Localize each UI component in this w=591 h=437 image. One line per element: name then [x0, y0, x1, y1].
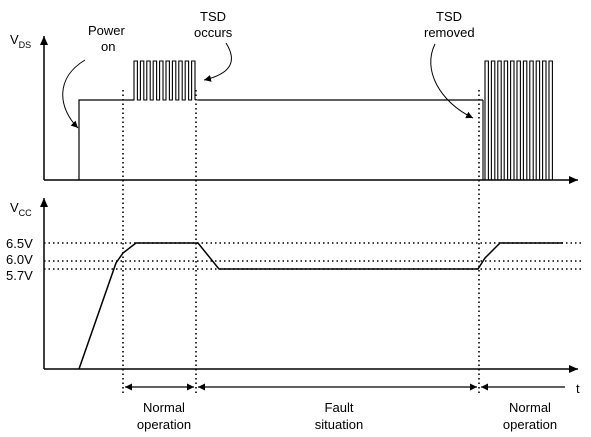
pulse-path	[133, 60, 196, 101]
tsd-occurs-label-line2: occurs	[194, 25, 233, 40]
pulse-path	[484, 60, 553, 181]
power-on-label-line1: Power	[88, 23, 126, 38]
vcc-plot: VCC 6.5V 6.0V 5.7V	[6, 198, 581, 373]
vcc-waveform	[78, 242, 563, 370]
voltage-label-5-7v: 5.7V	[6, 268, 33, 283]
tsd-removed-label-line2: removed	[424, 25, 475, 40]
tsd-removed-arrow	[430, 43, 474, 119]
pulse-train-normal-end	[482, 60, 553, 181]
tsd-occurs-label-line1: TSD	[200, 9, 226, 24]
power-on-arrow	[62, 59, 86, 129]
phase-fault-line2: situation	[315, 417, 363, 432]
fault-release-edge	[482, 100, 485, 181]
phase-normal-end-line2: operation	[503, 417, 557, 432]
tsd-removed-label-line1: TSD	[436, 9, 462, 24]
power-on-label-line2: on	[101, 39, 115, 54]
timing-markers	[122, 90, 480, 393]
vcc-axis-label: VCC	[10, 200, 32, 218]
vds-axis-label: VDS	[10, 32, 31, 50]
phase-labels: Normal operation Fault situation Normal …	[137, 400, 557, 432]
phase-fault-line1: Fault	[325, 400, 354, 415]
vds-plot: VDS Power on TSD occurs TSD removed	[10, 9, 578, 184]
pulse-train-normal-start	[133, 60, 198, 101]
phase-normal-end-line1: Normal	[509, 400, 551, 415]
vds-waveform	[78, 99, 134, 180]
voltage-label-6-5v: 6.5V	[6, 236, 33, 251]
phase-arrows: t	[125, 381, 580, 396]
phase-normal-start-line2: operation	[137, 417, 191, 432]
phase-normal-start-line1: Normal	[143, 400, 185, 415]
time-axis-label: t	[576, 381, 580, 396]
voltage-label-6-0v: 6.0V	[6, 252, 33, 267]
tsd-occurs-arrow	[203, 42, 232, 82]
